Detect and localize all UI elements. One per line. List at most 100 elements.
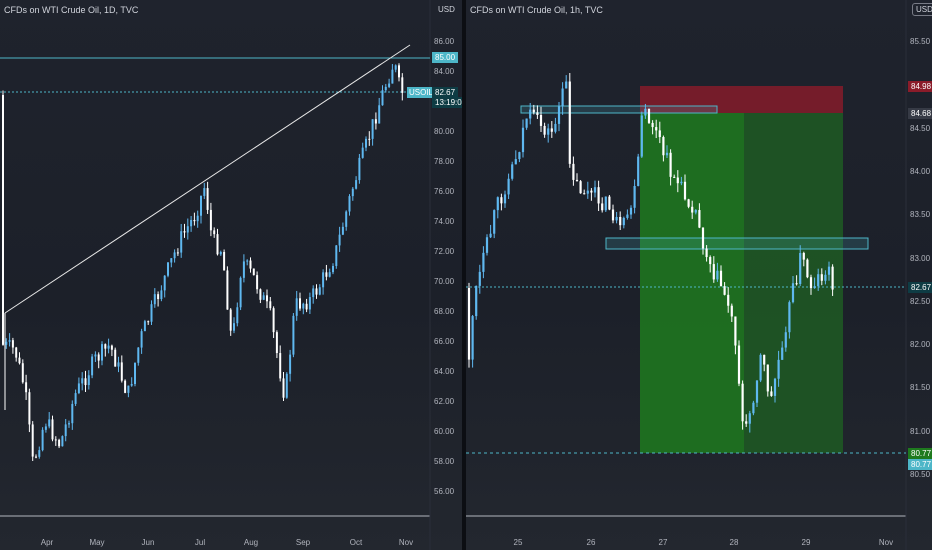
- candle-body: [338, 234, 341, 246]
- candle-body: [183, 231, 186, 233]
- candle-body: [820, 274, 823, 281]
- candle-body: [489, 233, 492, 238]
- candle-body: [266, 295, 268, 302]
- candle-body: [773, 378, 777, 396]
- candle-body: [755, 380, 759, 403]
- candle-body: [378, 105, 381, 124]
- daily-chart-pane[interactable]: CFDs on WTI Crude Oil, 1D, TVC USD 86.00…: [0, 0, 462, 550]
- candle-body: [781, 347, 784, 360]
- candle-body: [824, 274, 827, 281]
- candle-body: [583, 193, 586, 195]
- candle-body: [196, 215, 199, 222]
- candle-body: [500, 197, 503, 204]
- candle-body: [259, 289, 262, 300]
- candle-body: [471, 316, 474, 360]
- price-axis-label: 86.00: [434, 37, 455, 46]
- candle-body: [160, 290, 163, 300]
- candle-body: [335, 245, 338, 266]
- price-axis-label: 84.00: [434, 67, 455, 76]
- candle-body: [91, 356, 94, 376]
- candle-body: [547, 128, 550, 135]
- candle-body: [322, 272, 325, 288]
- candle-body: [289, 354, 292, 374]
- candle-body: [186, 226, 189, 233]
- candle-body: [54, 439, 57, 441]
- candle-body: [572, 163, 575, 180]
- candle-body: [601, 203, 604, 211]
- candle-body: [604, 196, 607, 211]
- price-axis-label: 85.50: [910, 37, 931, 46]
- candle-body: [640, 115, 643, 157]
- candle-body: [608, 196, 611, 210]
- candle-body: [658, 130, 661, 138]
- candle-body: [110, 345, 113, 350]
- candle-body: [38, 450, 41, 457]
- candle-body: [813, 286, 816, 289]
- candle-body: [157, 294, 160, 300]
- candle-body: [262, 295, 265, 300]
- daily-chart-title: CFDs on WTI Crude Oil, 1D, TVC: [4, 5, 139, 15]
- currency-label: USD: [438, 5, 455, 14]
- candle-body: [203, 188, 206, 196]
- price-axis-label: 83.50: [910, 210, 931, 220]
- candle-body: [134, 362, 136, 384]
- candle-body: [233, 323, 235, 331]
- candle-body: [305, 303, 308, 310]
- candle-body: [788, 302, 791, 333]
- candle-body: [741, 383, 744, 422]
- candle-body: [615, 216, 618, 221]
- hourly-chart-title: CFDs on WTI Crude Oil, 1h, TVC: [470, 5, 603, 15]
- pane-divider[interactable]: [462, 0, 466, 550]
- candle-body: [302, 303, 305, 309]
- price-axis-label: 74.00: [434, 217, 455, 226]
- candle-body: [51, 419, 54, 440]
- candle-body: [71, 403, 74, 424]
- time-axis-label: Nov: [398, 538, 414, 547]
- candle-body: [539, 114, 543, 126]
- candle-body: [117, 362, 120, 367]
- candle-body: [727, 294, 730, 306]
- candle-body: [124, 380, 127, 393]
- candle-body: [543, 125, 546, 135]
- candle-body: [97, 354, 100, 361]
- support-box: [605, 237, 869, 250]
- candle-body: [120, 362, 123, 381]
- candle-body: [137, 347, 140, 363]
- candle-body: [694, 210, 697, 213]
- candle-body: [77, 383, 80, 394]
- time-axis-label: 27: [658, 538, 668, 547]
- candle-body: [683, 181, 687, 200]
- price-axis-label: 56.00: [434, 487, 455, 496]
- candle-body: [579, 181, 582, 194]
- candle-body: [28, 392, 31, 425]
- candle-body: [637, 156, 640, 187]
- last-price-tag: 82.67: [908, 282, 932, 293]
- candle-body: [358, 157, 361, 181]
- candle-body: [745, 421, 748, 424]
- time-axis-label: 28: [729, 538, 739, 547]
- candle-body: [252, 268, 255, 276]
- candle-body: [485, 237, 489, 253]
- candle-body: [597, 187, 600, 204]
- candle-body: [104, 344, 107, 349]
- candle-body: [299, 298, 301, 309]
- hourly-chart-pane[interactable]: CFDs on WTI Crude Oil, 1h, TVC USD 85.50…: [466, 0, 932, 550]
- candle-body: [239, 277, 242, 308]
- candle-body: [193, 219, 196, 222]
- candle-body: [622, 217, 625, 226]
- candle-body: [827, 266, 831, 275]
- time-axis-label: Apr: [40, 538, 54, 547]
- candle-body: [719, 270, 723, 287]
- hourly-chart-canvas[interactable]: [466, 0, 932, 550]
- candle-body: [806, 259, 809, 278]
- candle-body: [611, 209, 615, 221]
- candle-body: [575, 179, 579, 182]
- daily-chart-canvas[interactable]: [0, 0, 462, 550]
- candle-body: [114, 349, 117, 367]
- candle-body: [521, 127, 525, 153]
- candle-body: [176, 252, 179, 254]
- trend-line: [4, 44, 411, 314]
- candle-body: [493, 210, 496, 234]
- candle-body: [348, 196, 351, 212]
- candle-body: [246, 260, 249, 262]
